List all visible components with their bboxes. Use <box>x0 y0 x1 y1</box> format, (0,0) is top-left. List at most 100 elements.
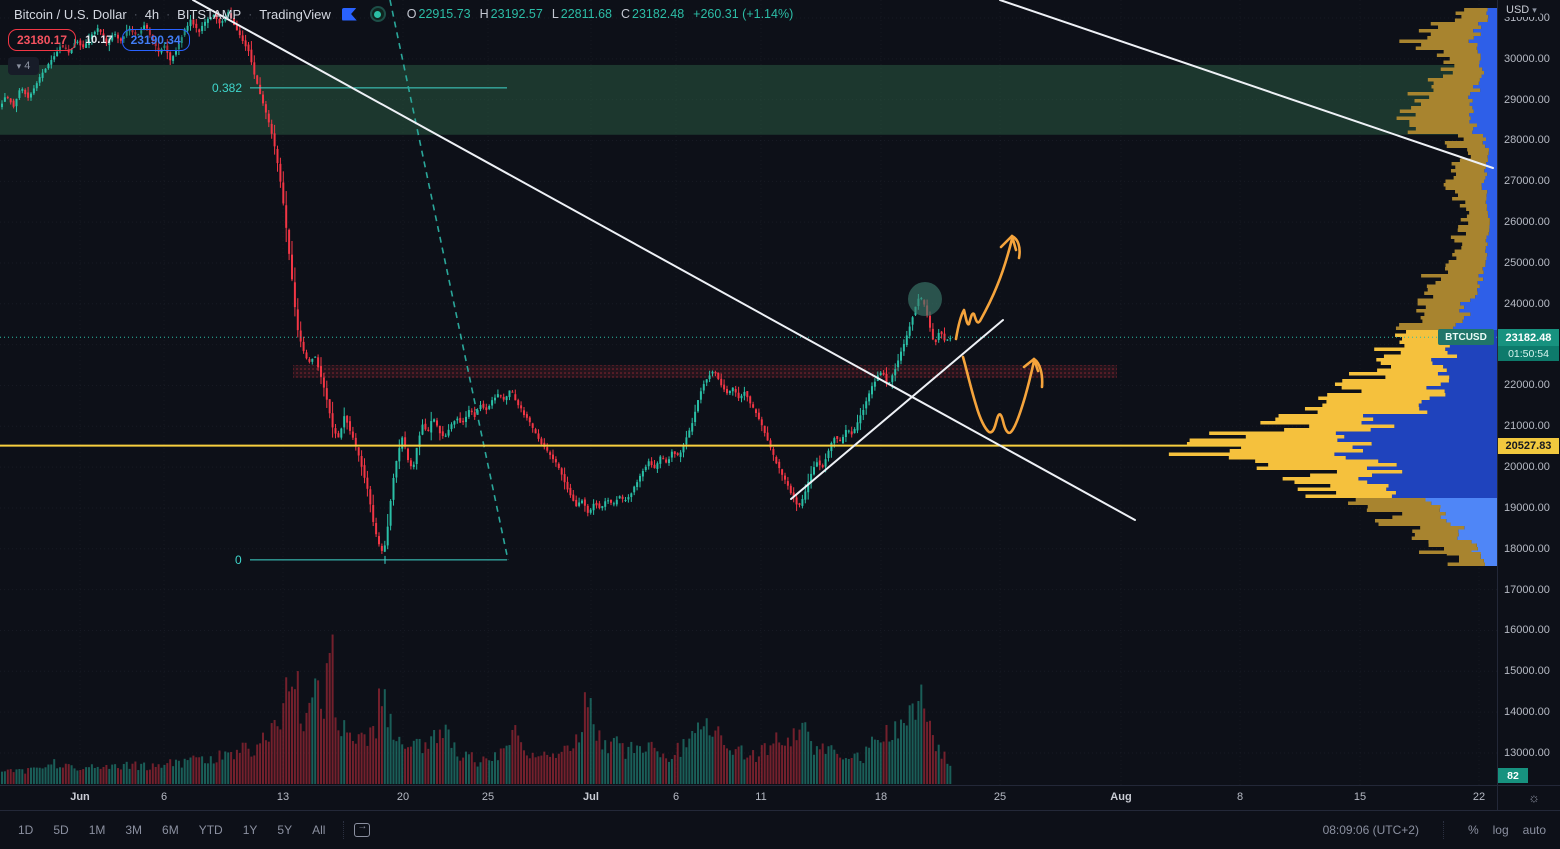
time-tick-label: 11 <box>755 791 767 803</box>
date-range-switcher: 1D 5D 1M 3M 6M YTD 1Y 5Y All <box>10 820 333 840</box>
sketch-w-arrow-tail[interactable] <box>1032 357 1044 389</box>
price-axis[interactable]: USD ▾ 31000.00 30000.00 29000.00 28000.00 27… <box>1497 0 1560 785</box>
separator-dot: · <box>133 7 138 21</box>
price-tick-label: 15000.00 <box>1504 665 1550 678</box>
price-tick-label: 26000.00 <box>1504 216 1550 229</box>
time-tick-label: Jun <box>70 791 90 803</box>
price-tick-label: 24000.00 <box>1504 297 1550 310</box>
highlight-circle-marker[interactable] <box>908 282 942 316</box>
fib-0382-label: 0.382 <box>212 81 242 95</box>
separator-dot: · <box>166 7 171 21</box>
bar-countdown-badge: 01:50:54 <box>1498 346 1559 362</box>
range-button-ytd[interactable]: YTD <box>198 823 223 837</box>
symbol-title[interactable]: Bitcoin / U.S. Dollar <box>14 6 127 22</box>
currency-label: USD <box>1506 4 1530 16</box>
price-tick-label: 29000.00 <box>1504 93 1550 106</box>
price-tick-label: 28000.00 <box>1504 134 1550 147</box>
toolbar-divider <box>343 821 345 839</box>
tradingview-logo-icon <box>341 7 357 21</box>
range-button-3m[interactable]: 3M <box>125 823 143 837</box>
bottom-toolbar: 1D 5D 1M 3M 6M YTD 1Y 5Y All → 08:09:06 (UTC+2) … <box>0 810 1560 849</box>
last-price-symbol-badge: BTCUSD <box>1438 329 1494 346</box>
price-tick-label: 16000.00 <box>1504 624 1550 637</box>
range-button-5d[interactable]: 5D <box>53 823 69 837</box>
price-tick-label: 22000.00 <box>1504 379 1550 392</box>
price-tick-label: 27000.00 <box>1504 175 1550 188</box>
data-source-dot-icon[interactable] <box>369 6 386 22</box>
high-label: H <box>479 7 489 21</box>
range-button-1y[interactable]: 1Y <box>242 823 258 837</box>
trade-widget: 23180.17 10.17 23190.34 <box>8 29 190 51</box>
toolbar-divider <box>1442 821 1444 839</box>
open-value: 22915.73 <box>418 7 471 21</box>
currency-selector[interactable]: USD ▾ <box>1503 3 1540 17</box>
price-tick-label: 14000.00 <box>1504 706 1550 719</box>
fib-0-label: 0 <box>235 553 242 567</box>
spread-value: 10.17 <box>85 34 113 46</box>
range-button-1m[interactable]: 1M <box>88 823 106 837</box>
time-tick-label: 6 <box>672 791 680 803</box>
last-price-badge: 23182.48 <box>1498 329 1559 347</box>
time-tick-label: 15 <box>1353 791 1367 803</box>
time-tick-label: Jul <box>583 791 599 803</box>
close-label: C <box>620 7 631 21</box>
open-label: O <box>406 7 417 21</box>
log-scale-button[interactable]: log <box>1492 823 1509 837</box>
price-tick-label: 25000.00 <box>1504 256 1550 269</box>
close-value: 23182.48 <box>632 7 685 21</box>
low-label: L <box>551 7 559 21</box>
fib-trend-dashed-line[interactable] <box>389 0 509 561</box>
range-button-all[interactable]: All <box>312 823 326 837</box>
price-tick-label: 13000.00 <box>1504 746 1550 759</box>
time-tick-label: 6 <box>160 791 168 803</box>
price-tick-label: 30000.00 <box>1504 52 1550 65</box>
interval-label[interactable]: 4h <box>144 6 160 22</box>
price-tick-label: 21000.00 <box>1504 420 1550 433</box>
ohlc-readout: O 22915.73 H 23192.57 L 22811.68 C 23182.48 … <box>407 7 793 21</box>
brand-label: TradingView <box>259 6 331 22</box>
go-to-date-button[interactable]: → <box>354 821 371 837</box>
sell-button[interactable]: 23180.17 <box>8 29 77 51</box>
time-tick-label: 18 <box>874 791 888 803</box>
object-tree-toggle[interactable]: ▾ 4 <box>8 57 39 75</box>
chevron-down-icon: ▾ <box>16 60 22 71</box>
chart-legend: Bitcoin / U.S. Dollar · 4h · BITSTAMP · … <box>14 6 793 22</box>
range-button-5y[interactable]: 5Y <box>277 823 293 837</box>
sketch-w-recovery[interactable] <box>961 355 1036 435</box>
chart-canvas[interactable]: 0.382 0 Bitcoin / U.S. Dollar · 4h · BITS… <box>0 0 1497 785</box>
price-tick-label: 19000.00 <box>1504 501 1550 514</box>
candlestick-chart[interactable]: 0.382 0 <box>0 0 1497 785</box>
clock-label[interactable]: 08:09:06 (UTC+2) <box>1322 823 1419 837</box>
time-tick-label: 25 <box>993 791 1007 803</box>
volume-value-badge: 82 <box>1498 768 1528 783</box>
time-tick-label: 22 <box>1472 791 1486 803</box>
candles <box>1 7 952 554</box>
downtrend-line-main[interactable] <box>192 0 1136 521</box>
dotted-circle-icon[interactable]: ☼ <box>1528 790 1540 805</box>
poc-price-badge: 20527.83 <box>1498 437 1559 454</box>
sketch-up-arrow-tail[interactable] <box>1010 234 1021 260</box>
volume-profile <box>1168 8 1497 566</box>
supply-zone-rect[interactable] <box>0 64 1497 135</box>
change-value: +260.31 (+1.14%) <box>693 7 794 21</box>
uptrend-line[interactable] <box>790 319 1004 500</box>
separator-dot: · <box>248 7 253 21</box>
axis-divider <box>1497 786 1498 810</box>
sketch-up-arrow[interactable] <box>954 237 1014 341</box>
object-count: 4 <box>24 60 31 72</box>
range-button-1d[interactable]: 1D <box>18 823 34 837</box>
time-tick-label: 20 <box>396 791 410 803</box>
range-button-6m[interactable]: 6M <box>162 823 179 837</box>
high-value: 23192.57 <box>490 7 543 21</box>
chevron-down-icon: ▾ <box>1532 4 1537 15</box>
time-axis[interactable]: ☼ Jun 6 13 20 25 Jul 6 11 18 25 Aug 8 15 22 <box>0 785 1560 810</box>
low-value: 22811.68 <box>560 7 612 21</box>
time-tick-label: 8 <box>1236 791 1244 803</box>
downtrend-line-long-right[interactable] <box>999 0 1494 169</box>
buy-button[interactable]: 23190.34 <box>121 29 190 51</box>
auto-scale-button[interactable]: auto <box>1522 823 1546 837</box>
percent-scale-button[interactable]: % <box>1467 823 1479 837</box>
exchange-label: BITSTAMP <box>177 6 242 22</box>
volume-histogram <box>1 634 952 784</box>
